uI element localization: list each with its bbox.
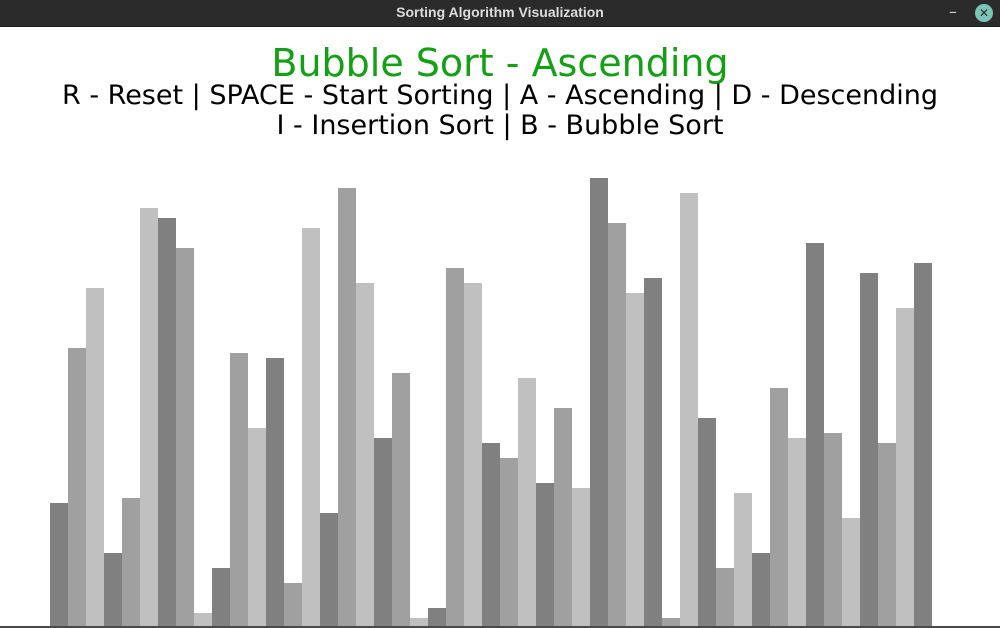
sort-bar xyxy=(86,288,104,628)
sort-bar xyxy=(140,208,158,628)
controls-help-line-2: I - Insertion Sort | B - Bubble Sort xyxy=(276,110,724,141)
sort-bar xyxy=(698,418,716,628)
sort-bar xyxy=(374,438,392,628)
sort-bar xyxy=(734,493,752,628)
sort-bar xyxy=(266,358,284,628)
sort-bar xyxy=(356,283,374,628)
sort-bar xyxy=(554,408,572,628)
sort-bar xyxy=(878,443,896,628)
sort-bar xyxy=(680,193,698,628)
sort-bar xyxy=(464,283,482,628)
sort-bar xyxy=(302,228,320,628)
sort-bar xyxy=(122,498,140,628)
sort-bar xyxy=(212,568,230,628)
chart-baseline xyxy=(0,626,1000,628)
sort-bar xyxy=(572,488,590,628)
sort-bar xyxy=(392,373,410,628)
sort-bar xyxy=(590,178,608,628)
window-title: Sorting Algorithm Visualization xyxy=(396,4,604,20)
sort-bar xyxy=(536,483,554,628)
controls-help-line-1: R - Reset | SPACE - Start Sorting | A - … xyxy=(61,80,939,111)
sort-bar xyxy=(914,263,932,628)
visualization-canvas[interactable]: Bubble Sort - Ascending R - Reset | SPAC… xyxy=(0,27,1000,628)
sort-bar xyxy=(68,348,86,628)
sort-bar xyxy=(158,218,176,628)
sort-bar xyxy=(860,273,878,628)
sort-bar xyxy=(788,438,806,628)
sort-bar xyxy=(752,553,770,628)
sort-bar xyxy=(626,293,644,628)
sort-bar xyxy=(50,503,68,628)
title-bar[interactable]: Sorting Algorithm Visualization – ✕ xyxy=(0,0,1000,27)
sort-bar xyxy=(770,388,788,628)
sort-bar xyxy=(842,518,860,628)
close-button[interactable]: ✕ xyxy=(975,4,993,22)
algorithm-heading: Bubble Sort - Ascending xyxy=(271,41,729,85)
sort-bar xyxy=(446,268,464,628)
sort-bar xyxy=(518,378,536,628)
sort-bar xyxy=(230,353,248,628)
sort-bar xyxy=(716,568,734,628)
minimize-button[interactable]: – xyxy=(949,2,957,21)
sort-bar xyxy=(662,618,680,628)
sort-bar xyxy=(284,583,302,628)
sort-bar xyxy=(338,188,356,628)
sort-bar xyxy=(410,618,428,628)
sort-bar xyxy=(500,458,518,628)
sort-bar xyxy=(608,223,626,628)
sort-bar xyxy=(320,513,338,628)
sort-bar xyxy=(896,308,914,628)
sort-bar xyxy=(104,553,122,628)
sort-bar xyxy=(176,248,194,628)
bar-chart xyxy=(0,27,1000,628)
sort-bar xyxy=(644,278,662,628)
sort-bar xyxy=(194,613,212,628)
sort-bar xyxy=(824,433,842,628)
sort-bar xyxy=(248,428,266,628)
sort-bar xyxy=(482,443,500,628)
sort-bar xyxy=(428,608,446,628)
sort-bar xyxy=(806,243,824,628)
